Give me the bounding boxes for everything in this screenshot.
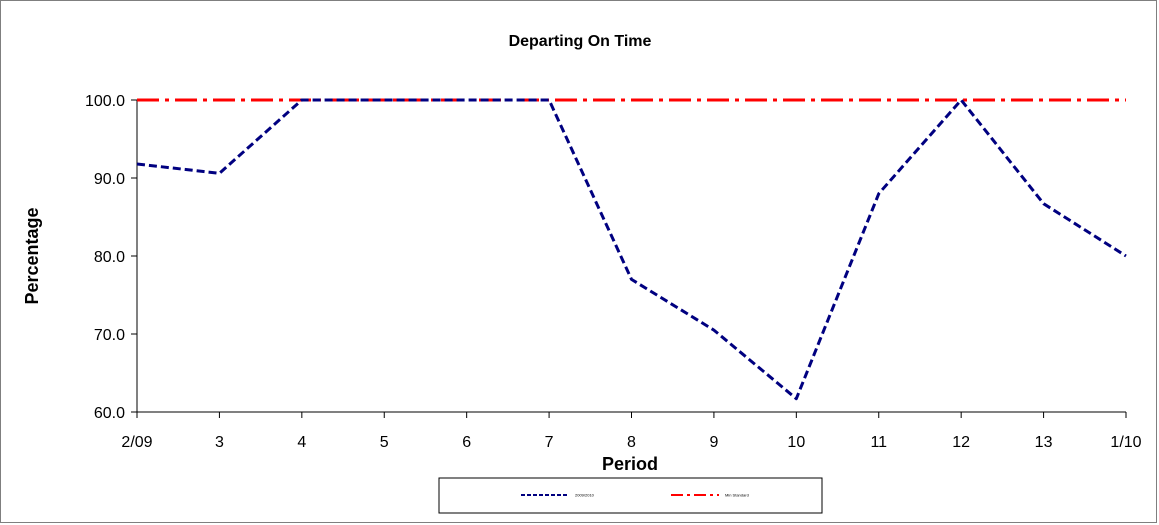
y-axis-title: Percentage [22,207,42,304]
x-tick-label: 11 [870,434,887,451]
x-tick-label: 1/10 [1110,434,1141,451]
x-tick-label: 10 [787,434,805,451]
axes [131,99,1127,418]
x-tick-label: 3 [215,434,224,451]
x-axis-title: Period [602,454,658,474]
x-tick-label: 7 [545,434,554,451]
y-tick-label: 70.0 [94,327,125,344]
series-lines [136,98,1127,401]
tick-labels: 60.0 70.0 80.0 90.0 100.0 2/09 3 4 5 6 7 8 9 10 11 12 13… [85,93,1142,451]
x-tick-label: 2/09 [121,434,152,451]
y-tick-label: 90.0 [94,171,125,188]
y-tick-label: 60.0 [94,405,125,422]
x-tick-label: 6 [462,434,471,451]
chart-title: Departing On Time [509,33,652,50]
x-tick-label: 4 [297,434,306,451]
x-tick-label: 9 [709,434,718,451]
legend: 2009/2010 Min Standard [438,477,823,514]
legend-box [438,477,823,514]
y-tick-label: 100.0 [85,93,125,110]
data-series-line [136,98,1127,401]
x-tick-label: 8 [627,434,636,451]
legend-label: Min Standard [725,493,749,498]
x-tick-label: 12 [952,434,970,451]
x-tick-label: 13 [1035,434,1053,451]
legend-label: 2009/2010 [575,493,595,498]
y-tick-label: 80.0 [94,249,125,266]
x-tick-label: 5 [380,434,389,451]
